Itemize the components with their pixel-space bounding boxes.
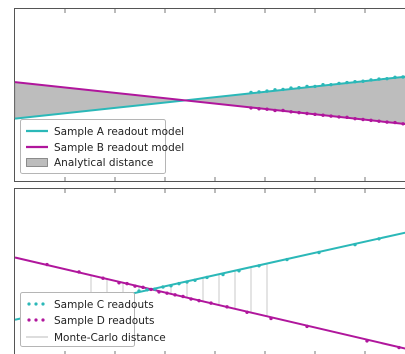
sample-d-point: [173, 293, 177, 297]
sample-b-point: [337, 115, 341, 119]
sample-a-point: [313, 84, 317, 89]
legend-label-sample-c: Sample C readouts: [54, 299, 154, 311]
sample-a-point: [337, 81, 341, 86]
sample-a-point: [369, 78, 373, 82]
sample-b-point: [305, 111, 309, 116]
sample-b-point: [377, 119, 381, 123]
sample-c-point: [377, 237, 381, 241]
sample-d-point: [305, 324, 309, 329]
sample-d-point: [45, 262, 49, 267]
sample-a-point: [257, 90, 261, 94]
sample-a-point: [273, 88, 277, 92]
sample-c-point: [257, 264, 261, 268]
sample-a-point: [281, 87, 285, 92]
legend-label-analytical: Analytical distance: [54, 157, 153, 169]
sample-b-point: [313, 112, 317, 117]
bottom-legend-box: [20, 292, 135, 347]
sample-b-point: [321, 113, 325, 117]
sample-a-point: [353, 79, 357, 84]
top-legend-box: [20, 119, 166, 174]
sample-c-point: [237, 269, 241, 273]
legend-label-sample-b: Sample B readout model: [54, 142, 184, 154]
sample-b-point: [401, 122, 405, 126]
sample-a-point: [297, 85, 301, 90]
sample-b-point: [257, 107, 261, 111]
sample-c-point: [221, 272, 225, 277]
legend-label-sample-a: Sample A readout model: [54, 126, 184, 138]
sample-a-point: [249, 90, 253, 95]
sample-b-point: [281, 108, 285, 113]
sample-b-point: [273, 108, 277, 113]
sample-d-point: [149, 287, 153, 292]
sample-c-point: [317, 250, 321, 255]
sample-c-point: [177, 281, 181, 286]
sample-d-point: [269, 316, 273, 321]
sample-d-point: [165, 291, 169, 295]
sample-d-point: [125, 281, 129, 286]
sample-d-point: [157, 290, 161, 294]
sample-d-point: [181, 294, 185, 299]
sample-b-point: [361, 117, 365, 122]
sample-c-point: [185, 280, 189, 284]
legend-label-monte-carlo: Monte-Carlo distance: [54, 332, 166, 344]
sample-b-point: [385, 120, 389, 124]
sample-d-fit-line: [14, 256, 405, 350]
legend-swatch-sample-d: [27, 318, 45, 322]
sample-d-point: [397, 345, 401, 350]
top-panel-plot: [14, 9, 405, 181]
sample-c-point: [153, 287, 157, 291]
sample-b-point: [353, 116, 357, 121]
sample-d-point: [101, 276, 105, 280]
sample-a-point: [377, 77, 381, 81]
sample-a-point: [265, 89, 269, 93]
sample-b-point: [297, 110, 301, 115]
top-legend: Sample A readout model Sample B readout …: [20, 119, 184, 174]
sample-b-point: [393, 120, 397, 125]
sample-a-point: [321, 82, 325, 87]
legend-label-sample-d: Sample D readouts: [54, 315, 154, 327]
sample-b-point: [345, 115, 349, 120]
legend-swatch-sample-c: [27, 302, 45, 306]
sample-d-point: [133, 284, 137, 288]
sample-c-point: [137, 289, 141, 293]
sample-b-point: [265, 107, 269, 111]
sample-a-point: [393, 75, 397, 80]
sample-a-point: [345, 80, 349, 85]
sample-c-point: [285, 257, 289, 262]
bottom-legend: Sample C readouts Sample D readouts Mont…: [20, 292, 166, 347]
sample-d-point: [245, 310, 249, 314]
sample-c-point: [161, 285, 165, 289]
bottom-panel: Sample C readouts Sample D readouts Mont…: [14, 188, 405, 354]
sample-d-point: [197, 298, 201, 303]
sample-b-point: [289, 110, 293, 114]
sample-c-point: [205, 275, 209, 280]
sample-a-point: [385, 76, 389, 81]
top-panel: Sample A readout model Sample B readout …: [14, 8, 405, 182]
sample-c-point: [353, 242, 357, 247]
sample-c-point: [169, 283, 173, 288]
sample-c-point: [145, 288, 149, 292]
sample-b-point: [329, 114, 333, 118]
sample-d-point: [365, 339, 369, 343]
sample-a-point: [289, 86, 293, 90]
sample-d-point: [225, 305, 229, 309]
sample-d-point: [77, 270, 81, 274]
sample-a-point: [329, 82, 333, 87]
sample-d-point: [189, 297, 193, 301]
sample-a-point: [401, 75, 405, 79]
sample-a-point: [361, 79, 365, 83]
sample-b-point: [369, 118, 373, 123]
sample-d-point: [141, 285, 145, 290]
legend-swatch-analytical: [26, 158, 48, 167]
sample-d-point: [209, 301, 213, 305]
sample-a-point: [305, 84, 309, 89]
sample-d-point: [117, 281, 121, 285]
sample-b-point: [249, 106, 253, 110]
sample-c-point: [193, 278, 197, 282]
